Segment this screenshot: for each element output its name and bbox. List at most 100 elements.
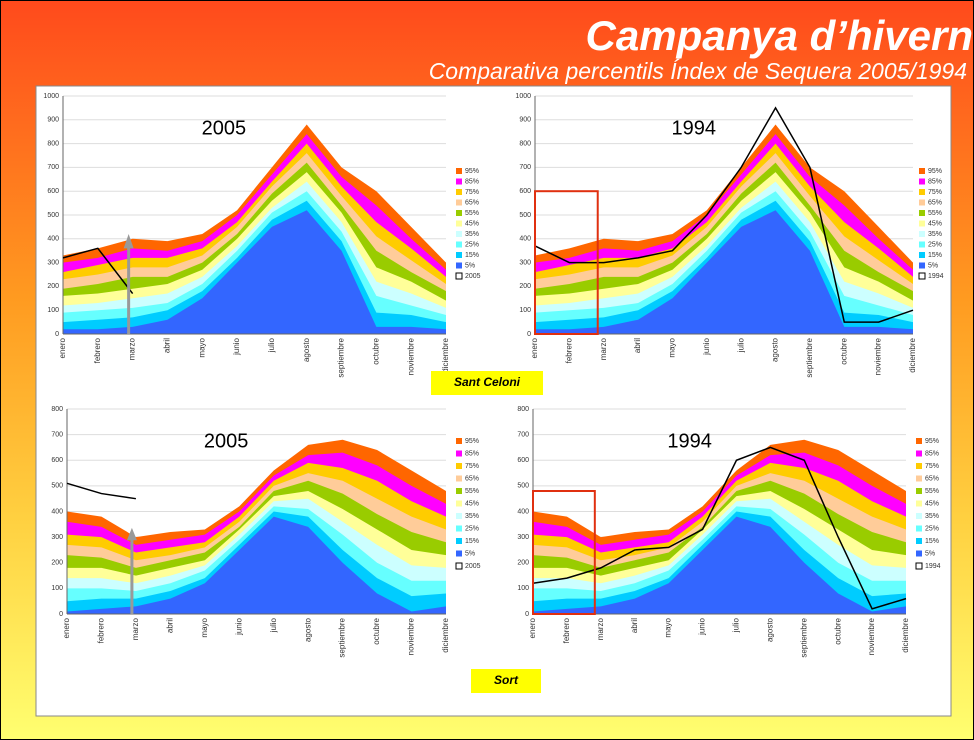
x-tick-label: julio — [732, 617, 741, 633]
legend-label: 35% — [465, 231, 479, 238]
legend-label: 55% — [465, 488, 479, 495]
legend-swatch — [456, 450, 462, 457]
y-tick-label: 200 — [51, 560, 63, 567]
legend-label: 45% — [925, 500, 939, 507]
legend-swatch — [456, 252, 462, 258]
x-tick-label: diciembre — [908, 337, 917, 372]
legend-label: 5% — [465, 550, 475, 557]
y-tick-label: 0 — [527, 331, 531, 338]
y-tick-label: 100 — [517, 585, 529, 592]
legend-swatch — [456, 210, 462, 216]
legend-label: 15% — [928, 252, 942, 259]
legend-swatch — [919, 262, 925, 269]
y-tick-label: 800 — [517, 406, 529, 413]
percentile-area — [535, 210, 913, 334]
y-tick-label: 600 — [51, 457, 63, 464]
legend-label: 85% — [928, 178, 942, 185]
arrow-head — [126, 527, 137, 541]
legend-label: 25% — [928, 241, 942, 248]
legend-label: 55% — [925, 488, 939, 495]
y-tick-label: 600 — [47, 188, 59, 195]
legend-swatch — [919, 210, 925, 216]
legend-label: 85% — [465, 178, 479, 185]
x-tick-label: julio — [269, 617, 278, 633]
legend-swatch — [456, 475, 462, 482]
x-tick-label: agosto — [302, 337, 311, 362]
legend-label: 25% — [465, 525, 479, 532]
legend-swatch — [916, 525, 922, 532]
y-tick-label: 400 — [47, 236, 59, 243]
legend-label: 35% — [925, 513, 939, 520]
x-tick-label: noviembre — [407, 617, 416, 655]
y-tick-label: 300 — [519, 259, 531, 266]
x-tick-label: diciembre — [441, 617, 450, 652]
legend-label: 25% — [465, 241, 479, 248]
legend-swatch — [919, 241, 925, 248]
x-tick-label: mayo — [668, 337, 677, 357]
legend-swatch — [456, 241, 462, 248]
legend-label: 45% — [465, 220, 479, 227]
x-tick-label: septiembre — [338, 617, 347, 657]
x-tick-label: noviembre — [406, 337, 415, 375]
x-tick-label: diciembre — [441, 337, 450, 372]
legend-label: 95% — [465, 438, 479, 445]
y-tick-label: 800 — [51, 406, 63, 413]
legend-swatch — [916, 500, 922, 507]
legend-swatch — [456, 220, 462, 227]
x-tick-label: abril — [163, 338, 172, 353]
year-label: 2005 — [204, 430, 249, 452]
highlight — [532, 490, 596, 615]
legend-swatch — [916, 438, 922, 444]
x-tick-label: junio — [698, 617, 707, 635]
legend-label: 75% — [465, 463, 479, 470]
legend-label: 75% — [928, 189, 942, 196]
legend-label: 85% — [925, 450, 939, 457]
legend-swatch — [456, 538, 462, 544]
legend-label: 95% — [465, 168, 479, 175]
y-tick-label: 700 — [517, 431, 529, 438]
x-tick-label: febrero — [564, 337, 573, 363]
year-label: 2005 — [202, 117, 247, 139]
legend-label: 65% — [465, 475, 479, 482]
legend-swatch — [456, 168, 462, 174]
y-tick-label: 1000 — [43, 93, 59, 100]
x-tick-label: noviembre — [867, 617, 876, 655]
legend-swatch — [456, 463, 462, 469]
legend-label: 55% — [928, 210, 942, 217]
y-tick-label: 500 — [519, 212, 531, 219]
legend-label: 5% — [465, 262, 475, 269]
y-tick-label: 200 — [517, 560, 529, 567]
legend-label: 75% — [465, 189, 479, 196]
y-tick-label: 0 — [59, 611, 63, 618]
legend-label: 15% — [465, 252, 479, 259]
station-label: Sant Celoni — [454, 375, 521, 389]
percentile-area — [63, 210, 446, 334]
x-tick-label: marzo — [128, 337, 137, 360]
legend-swatch — [456, 513, 462, 519]
legend-label: 5% — [928, 262, 938, 269]
legend-label: 15% — [925, 538, 939, 545]
x-tick-label: julio — [736, 337, 745, 353]
legend-swatch — [919, 189, 925, 195]
legend-swatch — [916, 488, 922, 494]
legend-swatch — [919, 220, 925, 227]
year-label: 1994 — [672, 117, 717, 139]
x-tick-label: enero — [58, 337, 67, 358]
x-tick-label: mayo — [197, 337, 206, 357]
legend-swatch — [456, 550, 462, 557]
legend-label: 65% — [465, 199, 479, 206]
subtitle: Comparativa percentils Índex de Sequera … — [429, 58, 967, 84]
y-tick-label: 600 — [517, 457, 529, 464]
x-tick-label: octubre — [833, 617, 842, 644]
y-tick-label: 800 — [519, 140, 531, 147]
year-line — [62, 247, 134, 294]
legend-label: 65% — [928, 199, 942, 206]
legend-swatch — [919, 168, 925, 174]
x-tick-label: agosto — [771, 337, 780, 362]
legend-label: 95% — [928, 168, 942, 175]
legend-swatch — [915, 562, 923, 570]
y-tick-label: 100 — [51, 585, 63, 592]
year-label: 1994 — [667, 430, 712, 452]
legend-swatch — [919, 231, 925, 237]
